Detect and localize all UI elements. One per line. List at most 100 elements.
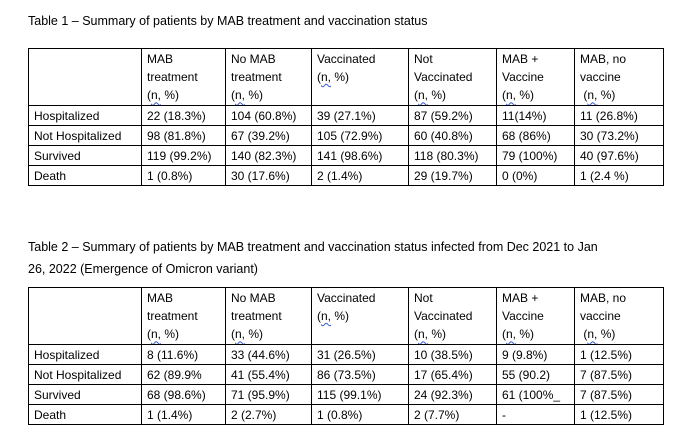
grammar-squiggle: n, [587, 88, 598, 103]
table-row-survived: Survived 68 (98.6%) 71 (95.9%) 115 (99.1… [28, 384, 664, 406]
cell: 1 (12.5%) [574, 343, 664, 365]
cell: 0 (0%) [496, 165, 575, 187]
cell: 30 (73.2%) [574, 124, 664, 147]
cell: 39 (27.1%) [311, 104, 409, 126]
cell: 8 (11.6%) [141, 343, 226, 365]
column-header-label: MAB treatment [147, 291, 198, 324]
paren-close: %) [516, 88, 535, 103]
row-label: Not Hospitalized [28, 124, 142, 147]
cell: 55 (90.2) [496, 363, 575, 386]
grammar-squiggle: n, [321, 70, 332, 85]
n-percent-label: (n, %) [502, 88, 534, 102]
grammar-squiggle: n, [418, 327, 429, 342]
grammar-squiggle: n, [506, 88, 517, 103]
paren-close: %) [331, 70, 350, 85]
column-header-vaccinated: Vaccinated (n, %) [311, 287, 409, 345]
column-header-label: No MAB treatment [231, 52, 282, 85]
n-percent-label: (n, %) [147, 88, 179, 102]
cell: 7 (87.5%) [574, 384, 664, 406]
cell: 68 (86%) [496, 124, 575, 147]
column-header-mab-treatment: MAB treatment (n, %) [141, 287, 226, 345]
grammar-squiggle: n, [235, 88, 246, 103]
corner-cell [28, 287, 142, 345]
table-1-header-row: MAB treatment (n, %) No MAB treatment (n… [28, 48, 664, 106]
cell: 1 (2.4 %) [574, 165, 664, 187]
column-header-not-vaccinated: Not Vaccinated (n, %) [408, 48, 497, 106]
column-header-label: Vaccinated [317, 291, 376, 305]
paren-open: ( [583, 327, 588, 342]
column-header-label: Not Vaccinated [414, 291, 473, 324]
cell: 11(14%) [496, 104, 575, 126]
table-2-header-row: MAB treatment (n, %) No MAB treatment (n… [28, 287, 664, 345]
cell: 67 (39.2%) [225, 124, 312, 147]
column-header-label: Vaccinated [317, 52, 376, 66]
column-header-mab-no-vaccine: MAB, no vaccine (n, %) [574, 287, 664, 345]
n-percent-label: (n, %) [231, 88, 263, 102]
table-row-hospitalized: Hospitalized 22 (18.3%) 104 (60.8%) 39 (… [28, 104, 664, 126]
n-percent-label: (n, %) [414, 327, 446, 341]
paren-open: ( [147, 88, 151, 103]
cell: 68 (98.6%) [141, 384, 226, 406]
column-header-mab-plus-vaccine: MAB + Vaccine (n, %) [496, 48, 575, 106]
column-header-no-mab-treatment: No MAB treatment (n, %) [225, 48, 312, 106]
cell: 2 (7.7%) [408, 404, 497, 426]
n-percent-label: (n, %) [317, 70, 349, 84]
column-header-mab-treatment: MAB treatment (n, %) [141, 48, 226, 106]
cell: 104 (60.8%) [225, 104, 312, 126]
cell: 118 (80.3%) [408, 145, 497, 167]
paren-close: %) [161, 88, 180, 103]
corner-cell [28, 48, 142, 106]
column-header-label: MAB + Vaccine [502, 52, 544, 85]
table-2-caption: Table 2 – Summary of patients by MAB tre… [28, 240, 598, 276]
row-label: Death [28, 165, 142, 187]
cell: 41 (55.4%) [225, 363, 312, 386]
paren-open: ( [414, 88, 418, 103]
cell: 2 (1.4%) [311, 165, 409, 187]
cell: 9 (9.8%) [496, 343, 575, 365]
paren-close: %) [331, 309, 350, 324]
cell: 98 (81.8%) [141, 124, 226, 147]
paren-close: %) [428, 327, 447, 342]
paren-close: %) [161, 327, 180, 342]
column-header-label: MAB treatment [147, 52, 198, 85]
grammar-squiggle: n, [151, 327, 162, 342]
column-header-label: MAB + Vaccine [502, 291, 544, 324]
paren-open: ( [583, 88, 588, 103]
cell: 11 (26.8%) [574, 104, 664, 126]
paren-open: ( [147, 327, 151, 342]
cell: 40 (97.6%) [574, 145, 664, 167]
cell: 10 (38.5%) [408, 343, 497, 365]
column-header-no-mab-treatment: No MAB treatment (n, %) [225, 287, 312, 345]
column-header-label: Not Vaccinated [414, 52, 473, 85]
cell: 1 (12.5%) [574, 404, 664, 426]
cell: - [496, 404, 575, 426]
cell: 1 (0.8%) [141, 165, 226, 187]
row-label: Survived [28, 145, 142, 167]
paren-open: ( [231, 327, 235, 342]
n-percent-label: (n, %) [502, 327, 534, 341]
paren-open: ( [317, 70, 321, 85]
cell: 79 (100%) [496, 145, 575, 167]
paren-close: %) [245, 88, 264, 103]
grammar-squiggle: n, [587, 327, 598, 342]
cell: 115 (99.1%) [311, 384, 409, 406]
cell: 141 (98.6%) [311, 145, 409, 167]
paren-open: ( [231, 88, 235, 103]
n-percent-label: (n, %) [583, 88, 615, 102]
row-label: Death [28, 404, 142, 426]
table-row-not-hospitalized: Not Hospitalized 98 (81.8%) 67 (39.2%) 1… [28, 124, 664, 147]
cell: 31 (26.5%) [311, 343, 409, 365]
cell: 17 (65.4%) [408, 363, 497, 386]
cell: 29 (19.7%) [408, 165, 497, 187]
column-header-label: No MAB treatment [231, 291, 282, 324]
grammar-squiggle: n, [235, 327, 246, 342]
column-header-label: MAB, no vaccine [580, 291, 627, 324]
cell: 1 (0.8%) [311, 404, 409, 426]
row-label: Survived [28, 384, 142, 406]
n-percent-label: (n, %) [231, 327, 263, 341]
cell: 24 (92.3%) [408, 384, 497, 406]
paren-close: %) [597, 327, 616, 342]
cell: 87 (59.2%) [408, 104, 497, 126]
n-percent-label: (n, %) [414, 88, 446, 102]
column-header-not-vaccinated: Not Vaccinated (n, %) [408, 287, 497, 345]
